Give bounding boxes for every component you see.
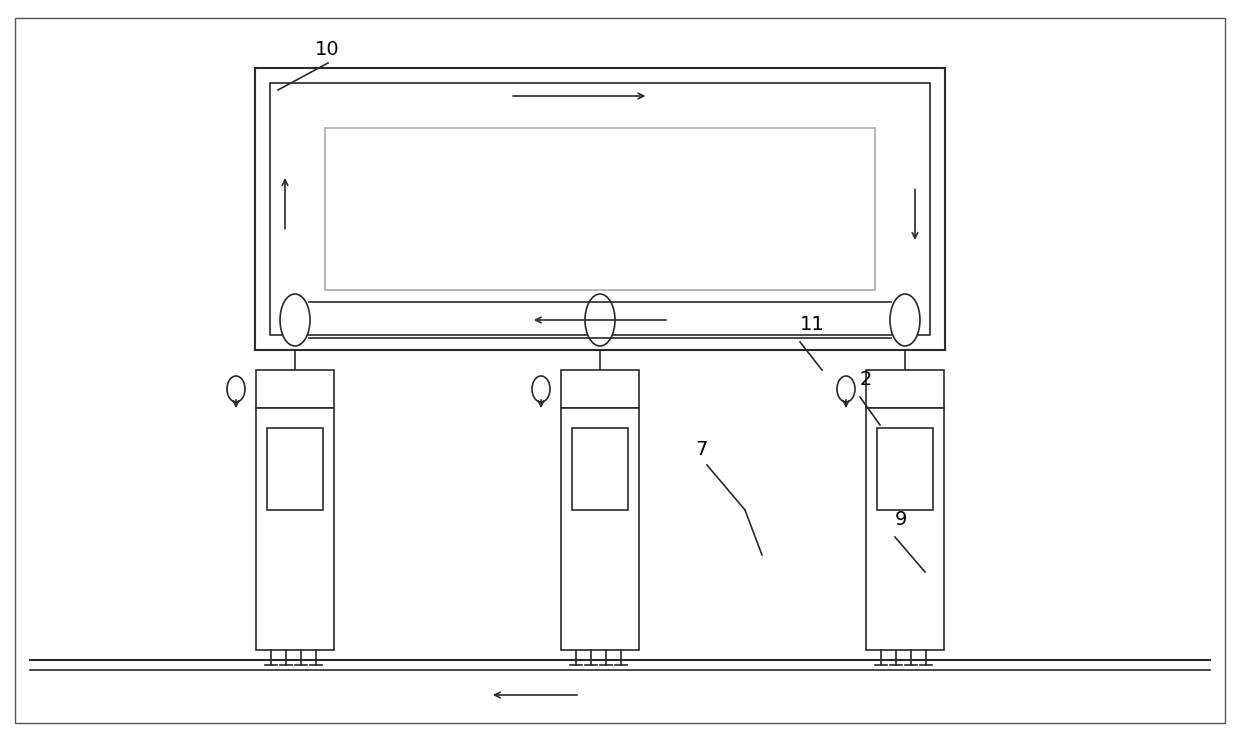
Ellipse shape <box>280 294 310 346</box>
Bar <box>572 428 627 510</box>
Text: 2: 2 <box>861 370 873 389</box>
Bar <box>325 128 875 290</box>
Ellipse shape <box>532 376 551 402</box>
Text: 7: 7 <box>694 440 707 459</box>
Text: 10: 10 <box>315 40 340 59</box>
Bar <box>255 370 334 408</box>
Bar <box>270 83 930 335</box>
Bar <box>866 408 944 650</box>
Bar <box>877 428 932 510</box>
Text: 9: 9 <box>895 510 908 529</box>
Bar <box>560 370 639 408</box>
Bar <box>255 408 334 650</box>
Text: 11: 11 <box>800 315 825 334</box>
Ellipse shape <box>227 376 246 402</box>
Bar <box>866 370 944 408</box>
Ellipse shape <box>890 294 920 346</box>
Bar <box>560 408 639 650</box>
Ellipse shape <box>837 376 856 402</box>
Bar <box>267 428 322 510</box>
Ellipse shape <box>585 294 615 346</box>
Bar <box>255 68 945 350</box>
